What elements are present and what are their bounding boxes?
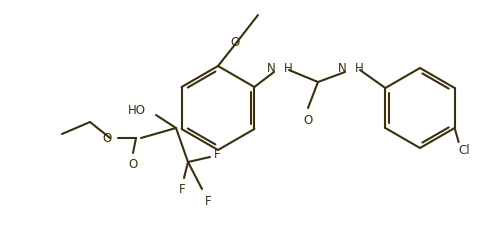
- Text: O: O: [103, 131, 112, 145]
- Text: F: F: [214, 149, 221, 161]
- Text: O: O: [128, 158, 137, 171]
- Text: Cl: Cl: [459, 143, 470, 156]
- Text: F: F: [205, 195, 212, 208]
- Text: H: H: [355, 61, 364, 75]
- Text: O: O: [303, 114, 313, 127]
- Text: HO: HO: [128, 103, 146, 116]
- Text: N: N: [267, 61, 276, 75]
- Text: H: H: [284, 61, 293, 75]
- Text: O: O: [231, 36, 240, 49]
- Text: F: F: [179, 183, 185, 196]
- Text: N: N: [338, 61, 347, 75]
